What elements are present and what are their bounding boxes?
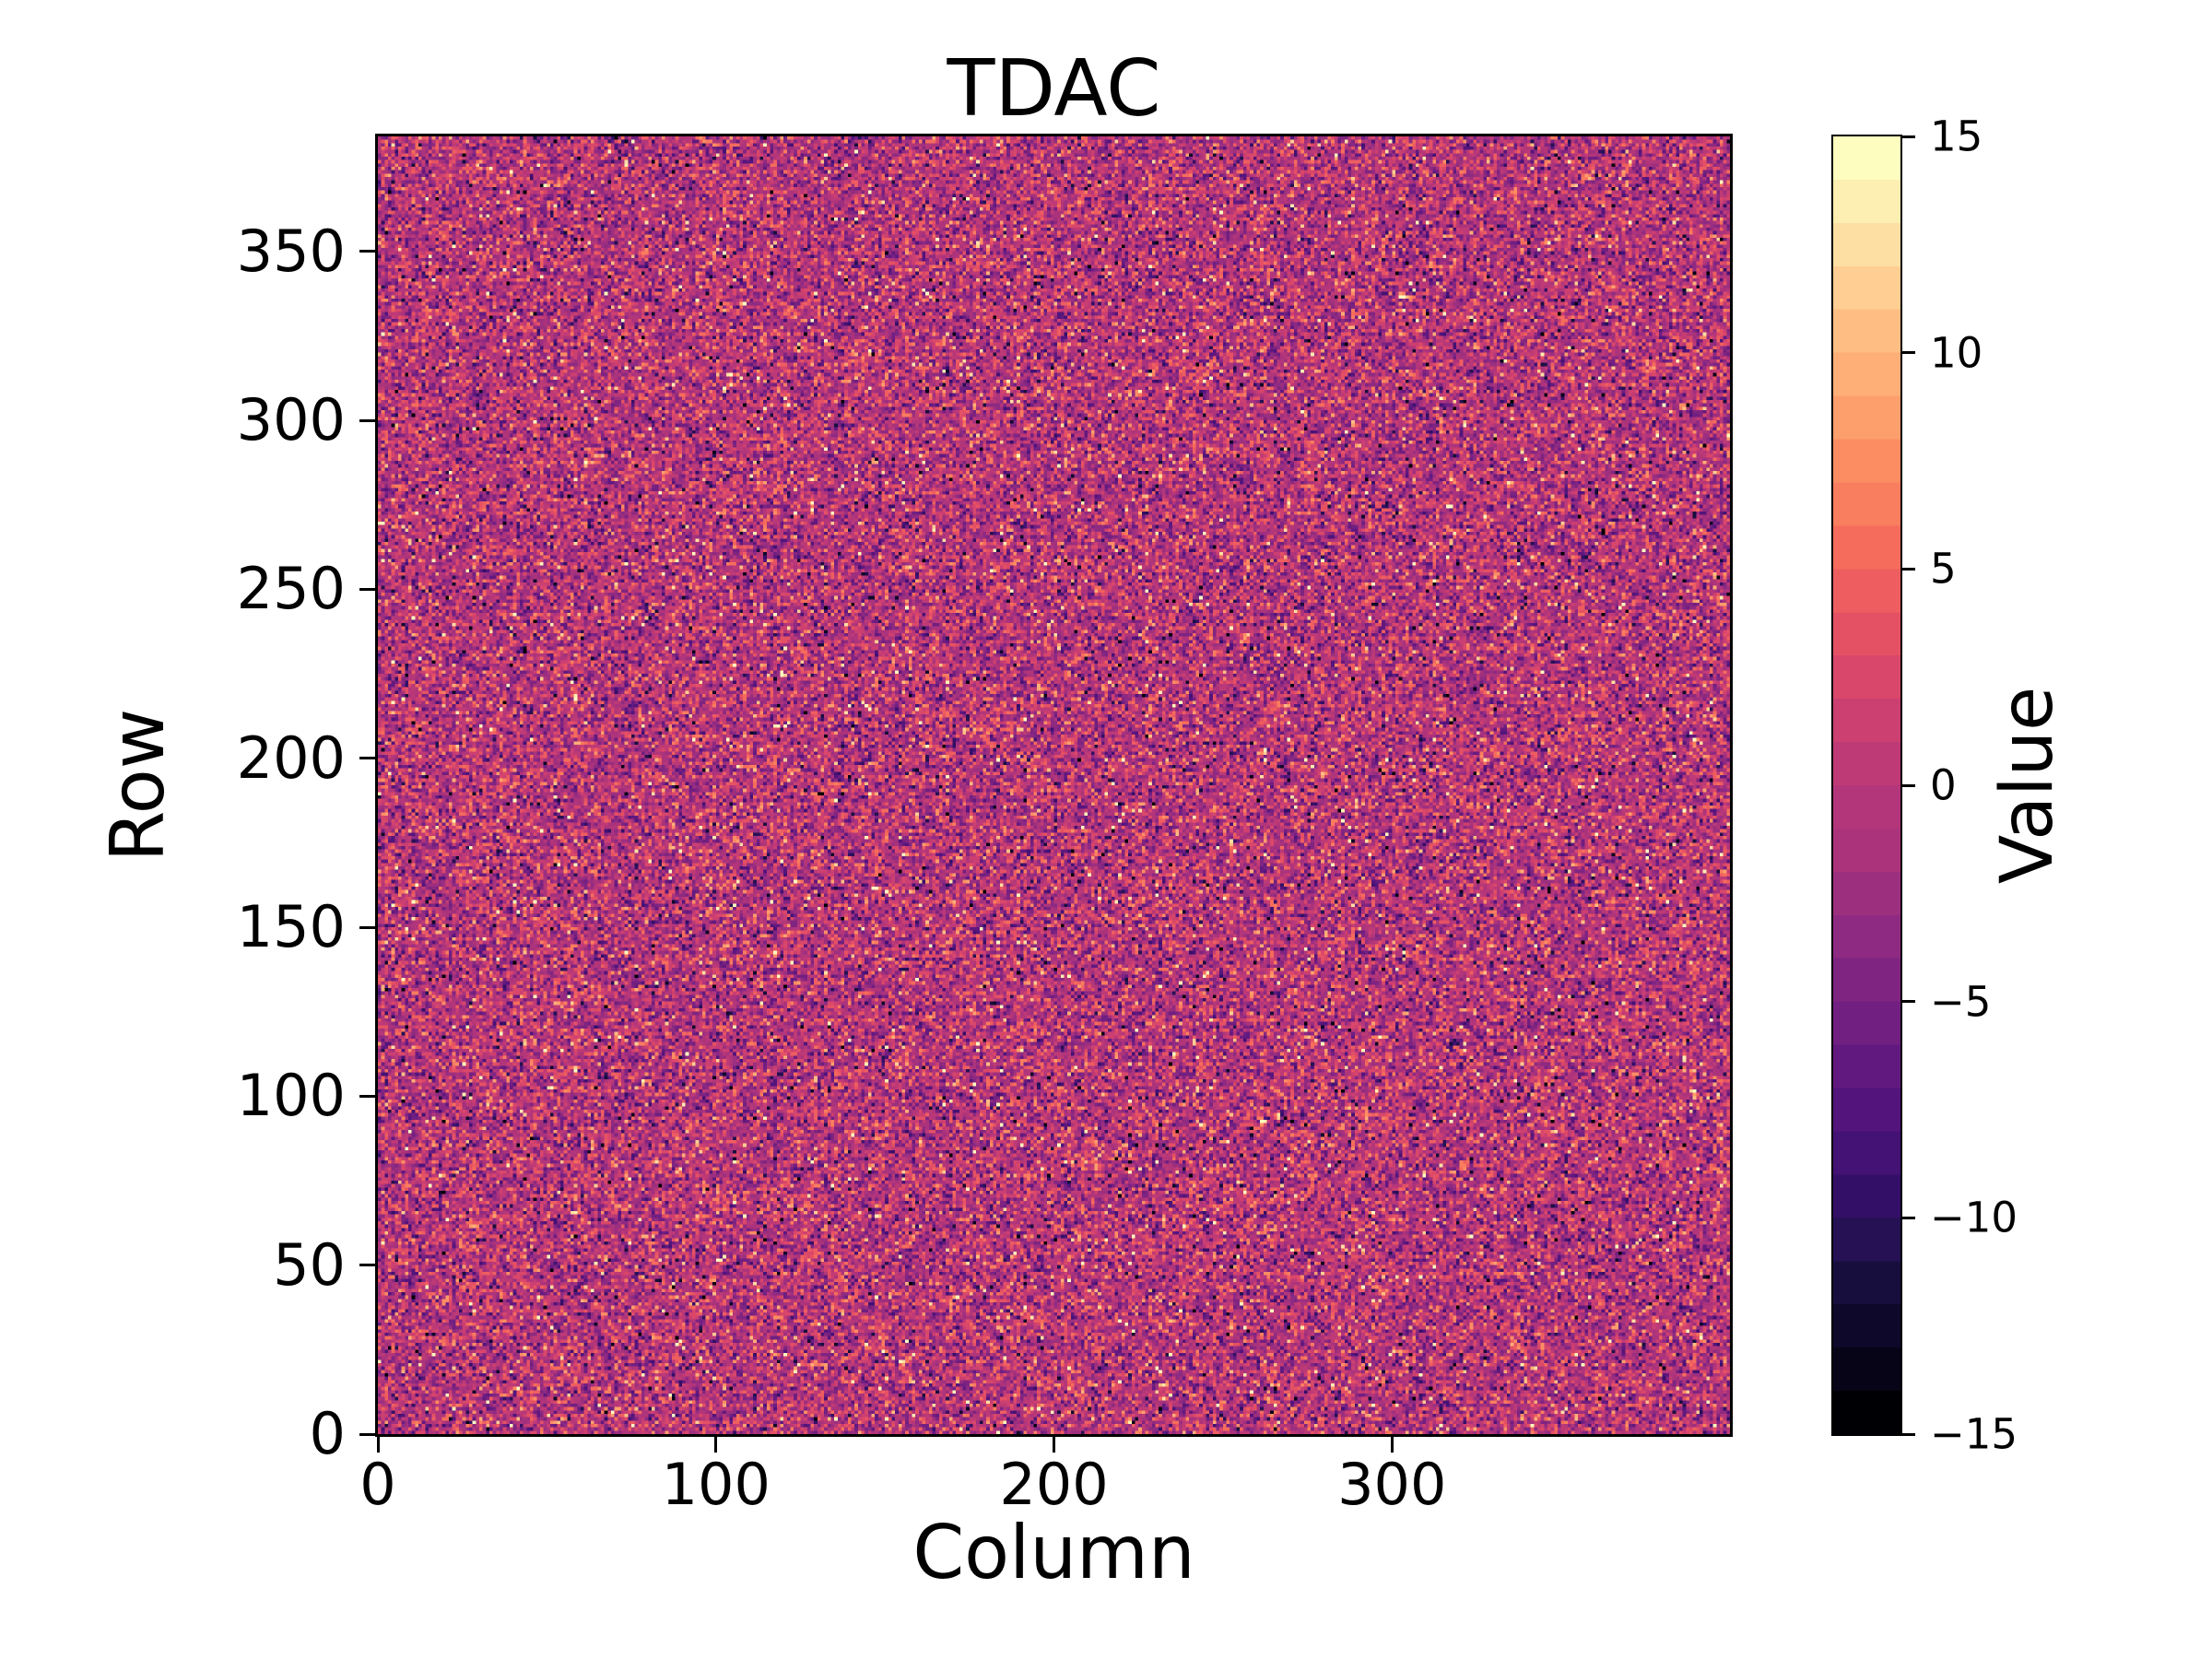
y-tick-label: 0 xyxy=(309,1400,346,1467)
y-tick-mark xyxy=(359,1432,375,1436)
x-tick-label: 100 xyxy=(661,1451,771,1518)
x-tick-mark xyxy=(1390,1437,1394,1453)
colorbar-tick-label: 0 xyxy=(1930,760,1957,810)
x-tick-label: 300 xyxy=(1337,1451,1447,1518)
colorbar-canvas xyxy=(1833,136,1900,1434)
colorbar-tick-mark xyxy=(1902,1000,1915,1004)
y-tick-mark xyxy=(359,1094,375,1098)
colorbar-tick-label: 5 xyxy=(1930,544,1957,594)
y-tick-label: 300 xyxy=(236,386,346,453)
colorbar-label: Value xyxy=(1986,686,2069,885)
y-tick-mark xyxy=(359,1264,375,1267)
y-tick-label: 150 xyxy=(236,893,346,960)
y-tick-mark xyxy=(359,587,375,591)
colorbar-tick-mark xyxy=(1902,567,1915,571)
colorbar-frame xyxy=(1831,135,1902,1436)
colorbar-tick-mark xyxy=(1902,135,1915,138)
heatmap-canvas xyxy=(378,136,1730,1434)
colorbar-tick-label: 15 xyxy=(1930,112,1983,161)
colorbar-tick-mark xyxy=(1902,1216,1915,1219)
colorbar-tick-mark xyxy=(1902,351,1915,355)
y-tick-label: 250 xyxy=(236,555,346,623)
y-tick-mark xyxy=(359,418,375,422)
colorbar-tick-label: −10 xyxy=(1930,1193,2018,1242)
colorbar-tick-label: −5 xyxy=(1930,977,1992,1027)
x-tick-mark xyxy=(714,1437,718,1453)
colorbar-tick-label: −15 xyxy=(1930,1409,2018,1459)
y-tick-mark xyxy=(359,925,375,929)
x-tick-label: 0 xyxy=(359,1451,396,1518)
plot-frame xyxy=(375,134,1733,1437)
colorbar-tick-label: 10 xyxy=(1930,328,1983,378)
chart-title: TDAC xyxy=(947,43,1161,135)
y-tick-label: 100 xyxy=(236,1062,346,1130)
x-tick-mark xyxy=(1053,1437,1055,1453)
y-tick-label: 350 xyxy=(236,217,346,285)
colorbar-tick-mark xyxy=(1902,1432,1915,1436)
x-tick-label: 200 xyxy=(999,1451,1109,1518)
y-tick-mark xyxy=(359,250,375,253)
y-tick-label: 50 xyxy=(273,1230,346,1299)
x-tick-mark xyxy=(376,1437,380,1453)
x-axis-label: Column xyxy=(912,1510,1195,1595)
colorbar-tick-mark xyxy=(1902,783,1915,787)
y-tick-label: 200 xyxy=(236,724,346,792)
y-axis-label: Row xyxy=(95,708,181,863)
y-tick-mark xyxy=(359,757,375,760)
